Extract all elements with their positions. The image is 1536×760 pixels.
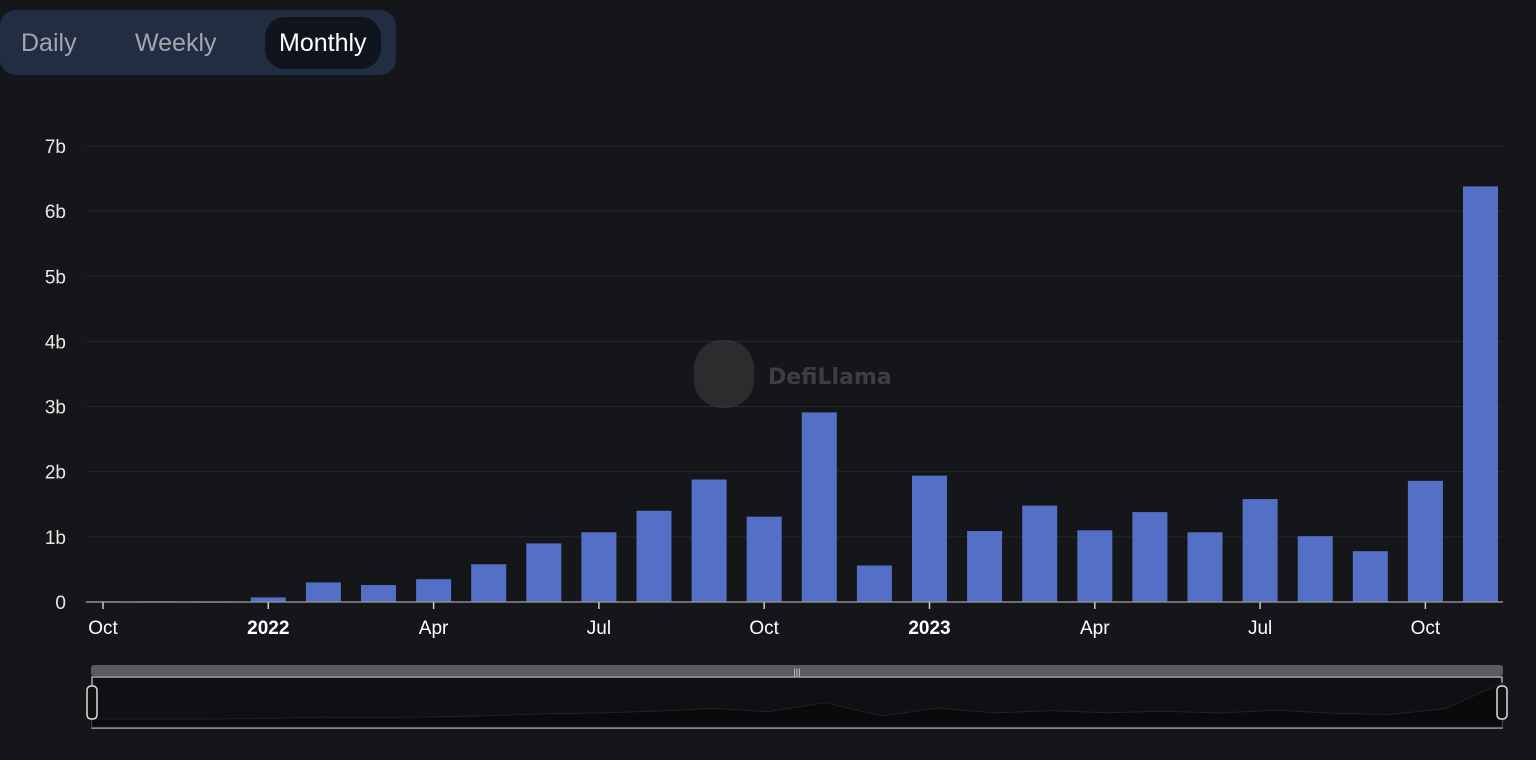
bar-2022-09[interactable] (691, 479, 727, 602)
bar-2022-04[interactable] (416, 579, 452, 602)
y-tick-label: 1b (45, 528, 66, 549)
zoom-slider-bar[interactable] (91, 665, 1503, 676)
bar-2023-03[interactable] (1022, 505, 1058, 602)
bar-2022-10[interactable] (746, 516, 782, 602)
bar-2022-01[interactable] (250, 597, 286, 602)
x-tick-label: Jul (1248, 618, 1272, 639)
bar-2022-06[interactable] (526, 543, 562, 602)
bar-2022-11[interactable] (801, 412, 837, 602)
watermark-text: DefiLlama (768, 365, 892, 390)
zoom-handle-left[interactable] (86, 685, 98, 720)
bar-2023-05[interactable] (1132, 512, 1168, 602)
defillama-watermark: DefiLlama (694, 340, 892, 408)
x-tick-label: Oct (1411, 618, 1441, 639)
y-tick-label: 6b (45, 202, 66, 223)
bar-2023-11[interactable] (1463, 186, 1498, 603)
bar-2023-06[interactable] (1187, 532, 1223, 602)
bar-2023-01[interactable] (912, 475, 947, 602)
bar-2023-09[interactable] (1352, 551, 1388, 602)
bar-2022-05[interactable] (471, 564, 507, 602)
x-tick-label: Oct (749, 618, 779, 639)
y-tick-label: 5b (45, 267, 66, 288)
bar-2023-04[interactable] (1077, 530, 1113, 602)
bar-2023-07[interactable] (1242, 499, 1278, 602)
x-tick-label: Apr (1080, 618, 1110, 639)
toggle-weekly[interactable]: Weekly (135, 29, 217, 57)
x-tick-label: Oct (88, 618, 118, 639)
bar-2022-12[interactable] (856, 565, 892, 602)
bar-2022-08[interactable] (636, 510, 672, 602)
period-toggle: Daily Weekly Monthly (0, 10, 396, 75)
bar-2022-03[interactable] (361, 585, 396, 602)
y-tick-label: 3b (45, 398, 66, 419)
bar-2023-10[interactable] (1407, 480, 1443, 602)
zoom-grip-icon[interactable]: ||| (793, 667, 800, 677)
y-tick-label: 2b (45, 463, 66, 484)
bar-2023-02[interactable] (967, 530, 1003, 602)
bar-2022-07[interactable] (581, 532, 617, 602)
toggle-daily[interactable]: Daily (21, 29, 77, 57)
y-tick-label: 7b (45, 137, 66, 158)
toggle-monthly[interactable]: Monthly (265, 17, 381, 69)
x-tick-label: 2023 (908, 618, 950, 639)
bar-2023-08[interactable] (1297, 536, 1333, 602)
x-tick-label: Jul (587, 618, 611, 639)
y-tick-label: 4b (45, 332, 66, 353)
zoom-handle-right[interactable] (1496, 685, 1508, 720)
bar-2022-02[interactable] (305, 582, 341, 602)
zoom-preview-area (91, 682, 1503, 728)
x-tick-label: 2022 (247, 618, 289, 639)
data-zoom-slider[interactable]: ||| (86, 665, 1508, 729)
x-tick-label: Apr (419, 618, 449, 639)
y-tick-label: 0 (55, 593, 66, 614)
